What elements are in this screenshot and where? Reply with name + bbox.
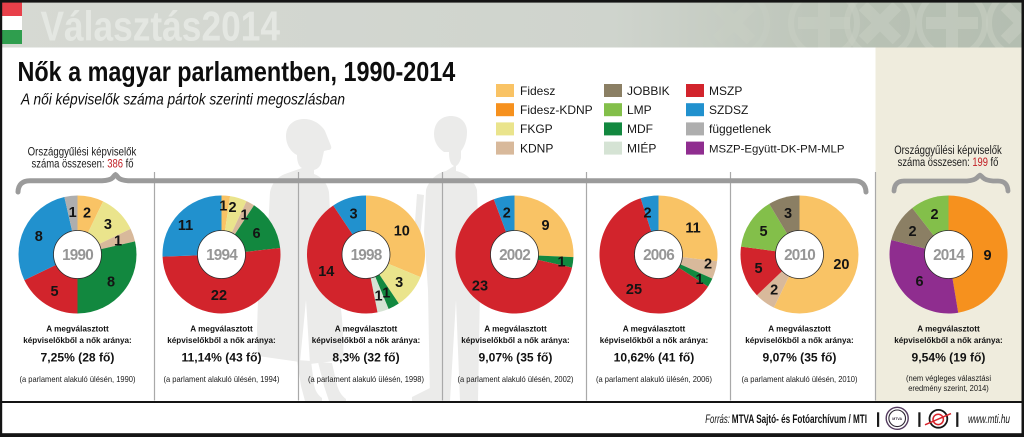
svg-text:A megválasztott: A megválasztott — [190, 325, 253, 334]
svg-text:1: 1 — [69, 205, 77, 221]
svg-text:3: 3 — [395, 275, 403, 291]
svg-text:Forrás:: Forrás: — [705, 414, 730, 427]
svg-text:függetlenek: függetlenek — [709, 122, 772, 136]
svg-text:22: 22 — [211, 288, 227, 304]
svg-text:3: 3 — [104, 217, 112, 233]
svg-text:A megválasztott: A megválasztott — [768, 325, 831, 334]
svg-text:A megválasztott: A megválasztott — [335, 325, 398, 334]
svg-text:MIÉP: MIÉP — [627, 140, 656, 155]
svg-text:SZDSZ: SZDSZ — [709, 103, 748, 117]
svg-text:Országgyűlési képviselők: Országgyűlési képviselők — [894, 144, 1002, 157]
svg-text:Fidesz: Fidesz — [520, 84, 555, 98]
svg-text:(a parlament alakuló ülésén, 2: (a parlament alakuló ülésén, 2006) — [596, 375, 712, 384]
svg-text:8,3% (32 fő): 8,3% (32 fő) — [332, 350, 399, 364]
svg-text:1990: 1990 — [62, 247, 93, 264]
svg-text:A megválasztott: A megválasztott — [484, 325, 547, 334]
svg-text:6: 6 — [915, 274, 923, 290]
svg-text:11: 11 — [685, 221, 700, 237]
svg-text:A megválasztott: A megválasztott — [623, 325, 686, 334]
svg-text:11: 11 — [178, 218, 193, 234]
svg-text:14: 14 — [318, 264, 334, 280]
svg-text:JOBBIK: JOBBIK — [627, 84, 670, 98]
svg-text:MSZP-Együtt-DK-PM-MLP: MSZP-Együtt-DK-PM-MLP — [709, 143, 844, 155]
svg-text:A női képviselők száma pártok: A női képviselők száma pártok szerinti m… — [20, 92, 345, 109]
svg-text:száma összesen: 386 fő: száma összesen: 386 fő — [31, 158, 133, 171]
svg-text:20: 20 — [833, 257, 849, 273]
svg-text:10: 10 — [394, 224, 410, 240]
svg-text:9,54% (19 fő): 9,54% (19 fő) — [912, 350, 986, 364]
svg-text:A megválasztott: A megválasztott — [917, 325, 980, 334]
svg-text:(a parlament alakuló ülésén, 1: (a parlament alakuló ülésén, 1994) — [164, 375, 280, 384]
svg-text:2: 2 — [930, 207, 938, 223]
svg-text:MTVA Sajtó- és Fotóarchívum /: MTVA Sajtó- és Fotóarchívum / MTI — [732, 414, 867, 427]
svg-text:MTVA: MTVA — [892, 417, 902, 421]
svg-text:A megválasztott: A megválasztott — [46, 325, 109, 334]
svg-text:eredmény szerint, 2014): eredmény szerint, 2014) — [908, 384, 989, 393]
svg-text:2006: 2006 — [643, 247, 674, 264]
svg-text:23: 23 — [472, 279, 488, 295]
svg-text:képviselőkből a nők aránya:: képviselőkből a nők aránya: — [745, 336, 853, 345]
svg-text:képviselőkből a nők aránya:: képviselőkből a nők aránya: — [167, 336, 275, 345]
svg-text:MDF: MDF — [627, 122, 653, 136]
svg-text:(a parlament alakuló ülésén, 2: (a parlament alakuló ülésén, 2010) — [742, 375, 858, 384]
svg-text:9,07% (35 fő): 9,07% (35 fő) — [763, 350, 837, 364]
svg-text:2010: 2010 — [784, 247, 815, 264]
svg-text:LMP: LMP — [627, 103, 652, 117]
svg-text:9,07% (35 fő): 9,07% (35 fő) — [479, 350, 553, 364]
svg-text:2: 2 — [770, 282, 778, 298]
svg-text:2: 2 — [704, 257, 712, 273]
svg-text:száma összesen: 199 fő: száma összesen: 199 fő — [898, 156, 999, 169]
svg-text:11,14% (43 fő): 11,14% (43 fő) — [182, 350, 262, 364]
svg-text:2: 2 — [83, 206, 91, 222]
svg-text:6: 6 — [252, 226, 260, 242]
svg-text:5: 5 — [760, 224, 768, 240]
svg-text:25: 25 — [626, 282, 642, 298]
svg-text:képviselőkből a nők aránya:: képviselőkből a nők aránya: — [23, 336, 131, 345]
svg-text:(a parlament alakuló ülésén, 1: (a parlament alakuló ülésén, 1998) — [308, 375, 424, 384]
svg-text:2: 2 — [503, 205, 511, 221]
svg-text:8: 8 — [35, 229, 43, 245]
svg-text:2: 2 — [643, 206, 651, 222]
svg-text:10,62% (41 fő): 10,62% (41 fő) — [614, 350, 695, 364]
svg-text:1: 1 — [114, 233, 122, 249]
svg-text:5: 5 — [755, 261, 763, 277]
svg-text:(nem végleges választási: (nem végleges választási — [906, 374, 991, 383]
svg-text:5: 5 — [51, 284, 59, 300]
svg-text:Országgyűlési képviselők: Országgyűlési képviselők — [28, 145, 137, 158]
svg-text:www.mti.hu: www.mti.hu — [968, 414, 1010, 427]
svg-text:2: 2 — [908, 224, 916, 240]
svg-text:képviselőkből a nők aránya:: képviselőkből a nők aránya: — [600, 336, 708, 345]
svg-text:9: 9 — [542, 218, 550, 234]
svg-text:1: 1 — [695, 272, 703, 288]
svg-text:1: 1 — [382, 286, 390, 302]
svg-text:1998: 1998 — [351, 247, 383, 264]
svg-text:8: 8 — [107, 274, 115, 290]
svg-text:1: 1 — [374, 289, 382, 305]
svg-text:2014: 2014 — [933, 247, 965, 264]
svg-text:1994: 1994 — [206, 247, 238, 264]
svg-text:7,25% (28 fő): 7,25% (28 fő) — [41, 350, 115, 364]
svg-text:3: 3 — [349, 207, 357, 223]
svg-text:(a parlament alakuló ülésén, 2: (a parlament alakuló ülésén, 2002) — [458, 375, 574, 384]
svg-text:9: 9 — [983, 248, 991, 264]
svg-text:képviselőkből a nők aránya:: képviselőkből a nők aránya: — [461, 336, 569, 345]
svg-text:FKGP: FKGP — [520, 122, 553, 136]
svg-text:képviselőkből a nők aránya:: képviselőkből a nők aránya: — [894, 336, 1002, 345]
svg-text:2002: 2002 — [499, 247, 530, 264]
svg-text:2: 2 — [228, 200, 236, 216]
svg-text:KDNP: KDNP — [520, 141, 553, 155]
svg-text:képviselőkből a nők aránya:: képviselőkből a nők aránya: — [312, 336, 420, 345]
svg-text:1: 1 — [240, 208, 248, 224]
svg-text:Választás2014: Választás2014 — [41, 4, 281, 50]
svg-text:Fidesz-KDNP: Fidesz-KDNP — [520, 103, 593, 117]
svg-text:1: 1 — [557, 254, 565, 270]
svg-text:1: 1 — [219, 199, 227, 215]
svg-text:3: 3 — [784, 206, 792, 222]
svg-text:(a parlament alakuló ülésén, 1: (a parlament alakuló ülésén, 1990) — [20, 375, 136, 384]
svg-text:Nők a magyar parlamentben, 199: Nők a magyar parlamentben, 1990-2014 — [18, 57, 456, 87]
svg-text:MSZP: MSZP — [709, 84, 742, 98]
